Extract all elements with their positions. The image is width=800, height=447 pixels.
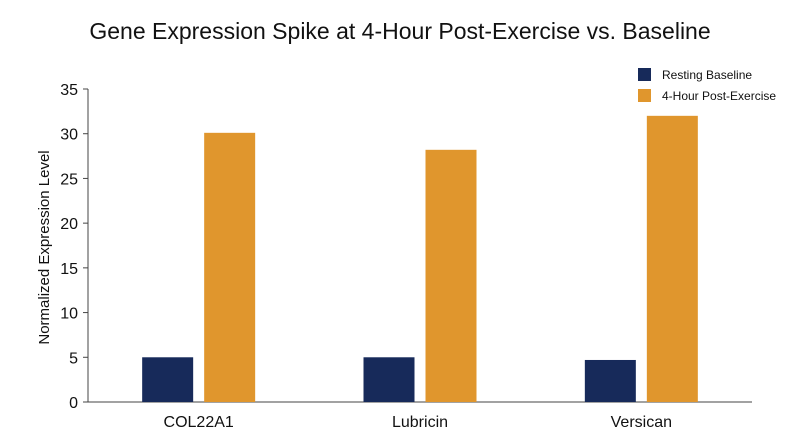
y-tick-label: 30 [60, 127, 78, 144]
legend-swatch [638, 89, 651, 102]
legend-swatch [638, 68, 651, 81]
bar-baseline-versican [584, 359, 636, 402]
legend-label: Resting Baseline [662, 68, 752, 82]
x-tick-label: Versican [611, 414, 672, 431]
x-tick-label: COL22A1 [164, 414, 234, 431]
y-tick-label: 10 [60, 306, 78, 323]
y-tick-label: 15 [60, 261, 78, 278]
bar-post-exercise-versican [646, 115, 698, 402]
legend-label: 4-Hour Post-Exercise [662, 89, 776, 103]
y-tick-label: 20 [60, 216, 78, 233]
bar-baseline-lubricin [363, 357, 415, 402]
y-tick-label: 0 [69, 395, 78, 412]
y-axis-label: Normalized Expression Level [36, 150, 53, 344]
y-tick-label: 25 [60, 171, 78, 188]
y-tick-label: 5 [69, 350, 78, 367]
bar-post-exercise-col22a1 [204, 132, 256, 402]
bar-baseline-col22a1 [142, 357, 194, 402]
bar-post-exercise-lubricin [425, 149, 477, 402]
y-tick-label: 35 [60, 82, 78, 99]
chart-title: Gene Expression Spike at 4-Hour Post-Exe… [89, 18, 711, 44]
x-tick-label: Lubricin [392, 414, 448, 431]
